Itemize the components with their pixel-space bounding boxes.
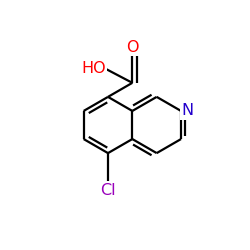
- Text: HO: HO: [81, 61, 106, 76]
- Text: N: N: [181, 104, 193, 118]
- Text: O: O: [126, 40, 138, 55]
- Text: Cl: Cl: [100, 183, 116, 198]
